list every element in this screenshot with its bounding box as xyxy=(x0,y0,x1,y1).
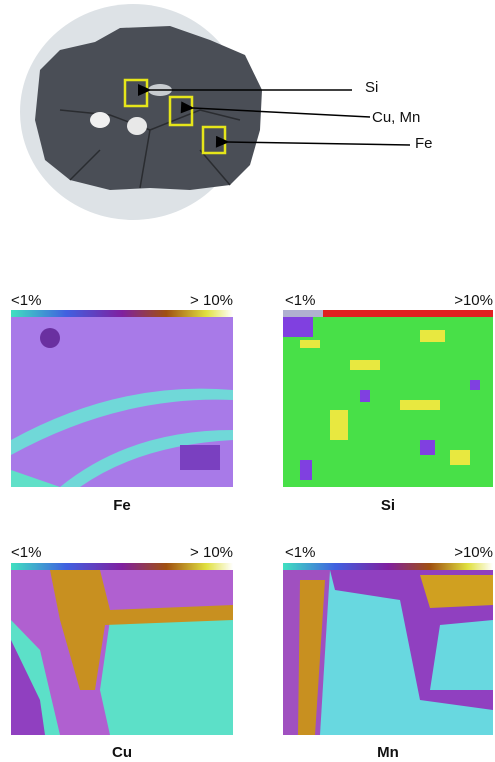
fe-map xyxy=(11,310,233,487)
scale-max: >10% xyxy=(454,292,493,309)
callout-label: Si xyxy=(365,79,378,96)
element-name: Mn xyxy=(377,744,399,761)
figure: Si Cu, Mn Fe xyxy=(0,0,495,762)
scale-min: <1% xyxy=(285,544,315,561)
specimen-photo xyxy=(20,4,262,220)
mn-map xyxy=(283,563,493,735)
scale-min: <1% xyxy=(11,292,41,309)
callout-label: Fe xyxy=(415,135,433,152)
scale-min: <1% xyxy=(11,544,41,561)
element-name: Si xyxy=(381,497,395,514)
scale-min: <1% xyxy=(285,292,315,309)
scale-max: > 10% xyxy=(190,544,233,561)
cu-map xyxy=(11,563,233,735)
element-name: Cu xyxy=(112,744,132,761)
element-name: Fe xyxy=(113,497,131,514)
scale-max: > 10% xyxy=(190,292,233,309)
scale-max: >10% xyxy=(454,544,493,561)
si-map xyxy=(283,310,493,487)
callout-label: Cu, Mn xyxy=(372,109,420,126)
